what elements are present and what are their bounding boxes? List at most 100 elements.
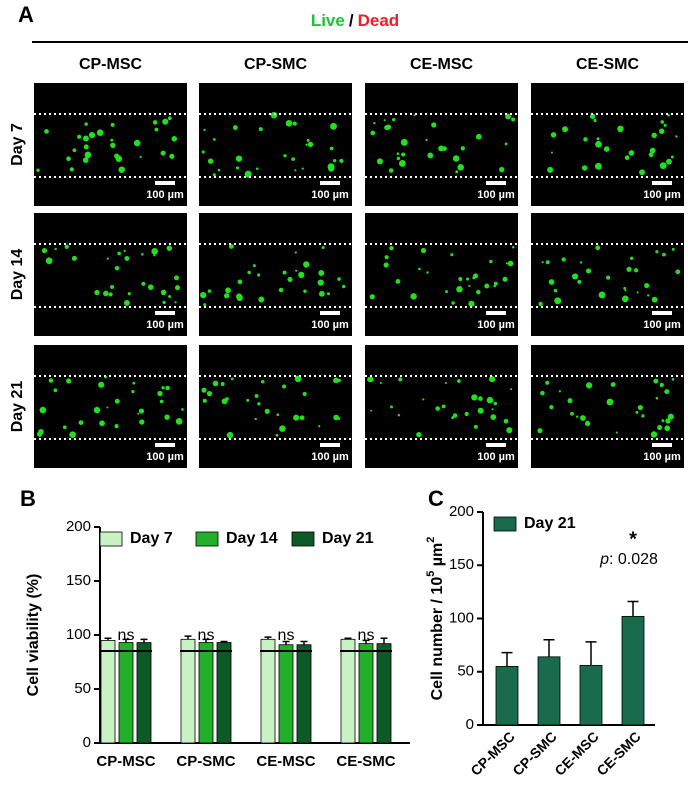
error-bar bbox=[122, 638, 130, 643]
cell bbox=[292, 121, 297, 126]
scale-bar bbox=[652, 443, 672, 447]
micrograph bbox=[34, 345, 187, 468]
cell bbox=[293, 414, 300, 421]
cell bbox=[221, 398, 228, 405]
cell bbox=[655, 250, 659, 254]
cell bbox=[339, 158, 344, 163]
error-bar bbox=[585, 641, 597, 666]
cell bbox=[78, 420, 84, 425]
cell bbox=[499, 166, 505, 173]
cell bbox=[561, 257, 566, 262]
cell bbox=[295, 269, 298, 272]
cell bbox=[675, 135, 678, 138]
cell bbox=[291, 157, 295, 161]
cell bbox=[72, 148, 77, 153]
cell bbox=[220, 382, 225, 387]
cell bbox=[506, 427, 513, 434]
cell bbox=[510, 388, 513, 391]
cell bbox=[167, 116, 172, 121]
scale-bar-label: 100 µm bbox=[643, 451, 681, 463]
cell bbox=[545, 380, 550, 385]
bar bbox=[537, 656, 561, 726]
cell bbox=[661, 419, 665, 423]
scale-bar-label: 100 µm bbox=[477, 319, 515, 331]
cell bbox=[254, 417, 257, 421]
cell bbox=[635, 410, 639, 414]
cell bbox=[623, 286, 627, 290]
cell bbox=[71, 255, 77, 261]
cell bbox=[212, 380, 219, 387]
cell bbox=[567, 398, 573, 404]
cell bbox=[664, 425, 671, 432]
cell bbox=[131, 390, 135, 394]
scale-bar-label: 100 µm bbox=[146, 319, 184, 331]
error-bar bbox=[104, 637, 112, 641]
error-bar bbox=[380, 637, 388, 644]
cell bbox=[306, 138, 310, 142]
cell bbox=[585, 382, 593, 389]
cell bbox=[493, 401, 498, 406]
cell bbox=[628, 150, 635, 156]
y-tick-label: 100 bbox=[66, 626, 91, 643]
scale-bar bbox=[320, 311, 340, 315]
cell bbox=[84, 151, 92, 159]
legend-label: Day 7 bbox=[130, 530, 173, 547]
cell bbox=[83, 144, 89, 150]
cell bbox=[493, 284, 497, 288]
cell bbox=[442, 146, 447, 151]
y-tick-label: 150 bbox=[449, 556, 474, 573]
scale-bar bbox=[320, 181, 340, 185]
legend-swatch bbox=[99, 531, 123, 547]
cell bbox=[299, 415, 305, 421]
separator: / bbox=[349, 11, 354, 30]
cell bbox=[285, 119, 293, 127]
cell bbox=[153, 254, 156, 257]
cell bbox=[641, 414, 645, 418]
cell bbox=[581, 165, 588, 171]
cell bbox=[252, 264, 256, 268]
cell bbox=[94, 289, 100, 296]
cell bbox=[486, 396, 494, 404]
scale-bar-label: 100 µm bbox=[643, 189, 681, 201]
error-bar bbox=[282, 640, 290, 645]
cell bbox=[584, 420, 591, 427]
cell bbox=[36, 168, 40, 172]
cell bbox=[82, 135, 89, 142]
cell bbox=[258, 127, 263, 132]
cell bbox=[511, 117, 516, 122]
cell bbox=[458, 276, 463, 282]
legend-label: Day 14 bbox=[226, 530, 278, 547]
y-tick-label: 100 bbox=[449, 609, 474, 626]
cell bbox=[305, 143, 308, 146]
cell bbox=[45, 257, 53, 265]
cell bbox=[244, 170, 252, 178]
bar bbox=[621, 615, 645, 726]
cell bbox=[477, 407, 484, 414]
cell bbox=[165, 385, 170, 391]
cell bbox=[318, 270, 325, 277]
significance-star: * bbox=[629, 528, 637, 550]
cell bbox=[270, 111, 278, 119]
cell bbox=[327, 163, 335, 171]
bar bbox=[278, 644, 294, 744]
cell bbox=[133, 139, 141, 147]
x-tick-label: CE-MSC bbox=[256, 753, 315, 770]
cell bbox=[225, 287, 231, 294]
cell bbox=[624, 289, 627, 292]
bar bbox=[579, 664, 603, 726]
cell bbox=[370, 130, 376, 136]
cell bbox=[333, 377, 339, 384]
cell bbox=[671, 377, 675, 381]
cell bbox=[489, 376, 496, 383]
cell bbox=[511, 245, 515, 249]
y-tick-label: 200 bbox=[66, 518, 91, 535]
micrograph bbox=[365, 345, 518, 468]
cell bbox=[123, 249, 126, 253]
bar bbox=[296, 644, 312, 744]
cell bbox=[257, 273, 261, 277]
cell bbox=[593, 118, 597, 123]
scale-bar bbox=[155, 443, 175, 447]
x-tick-label: CE-SMC bbox=[336, 753, 395, 770]
